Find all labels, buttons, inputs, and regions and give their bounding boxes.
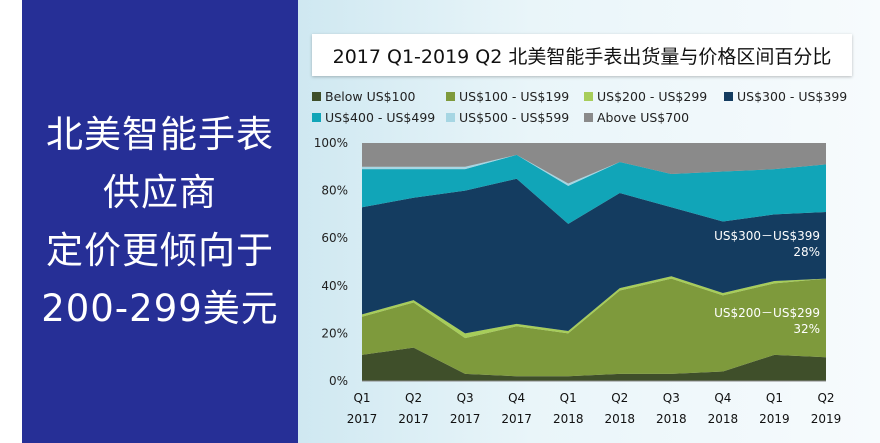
legend-row-1: Below US$100 US$100 - US$199 US$200 - US…: [312, 86, 872, 107]
x-tick-label-quarter: Q1: [560, 391, 577, 405]
legend-label: US$500 - US$599: [459, 110, 570, 125]
area-series-us-400-us-499: [362, 154, 826, 224]
headline-line-3: 定价更倾向于: [46, 228, 274, 272]
annotation-label: 28%: [793, 245, 820, 259]
legend-swatch: [446, 92, 455, 101]
area-series-us-300-us-399: [362, 178, 826, 334]
legend-item-above-700: Above US$700: [584, 110, 689, 125]
x-tick-label-quarter: Q2: [405, 391, 422, 405]
x-tick-label-year: 2017: [501, 412, 532, 426]
legend-item-500-599: US$500 - US$599: [446, 110, 584, 125]
x-tick-label-quarter: Q1: [353, 391, 370, 405]
x-tick-label-year: 2017: [450, 412, 481, 426]
x-tick-label-year: 2018: [553, 412, 584, 426]
chart-title: 2017 Q1-2019 Q2 北美智能手表出货量与价格区间百分比: [312, 34, 852, 76]
legend-label: Above US$700: [597, 110, 690, 125]
y-tick-label: 40%: [321, 279, 348, 293]
x-tick-label-year: 2017: [347, 412, 378, 426]
legend-swatch: [312, 92, 321, 101]
x-tick-label-quarter: Q4: [714, 391, 731, 405]
legend-item-300-399: US$300 - US$399: [724, 89, 847, 104]
x-tick-label-quarter: Q1: [766, 391, 783, 405]
legend-item-200-299: US$200 - US$299: [584, 89, 724, 104]
legend-swatch: [724, 92, 733, 101]
legend-swatch: [584, 92, 593, 101]
x-tick-label-quarter: Q2: [817, 391, 834, 405]
area-chart: 0% 20% 40% 60% 80% 100% Q1 2017 Q2 2017 Q3 2017 Q4 20…: [314, 136, 842, 426]
x-tick-label-year: 2017: [398, 412, 429, 426]
annotation-label: US$300－US$399: [714, 229, 820, 243]
y-tick-label: 80%: [321, 184, 348, 198]
legend-row-2: US$400 - US$499 US$500 - US$599 Above US…: [312, 107, 872, 128]
annotation-label: US$200－US$299: [714, 306, 820, 320]
x-tick-label-year: 2018: [656, 412, 687, 426]
area-series-us-200-us-299: [362, 276, 826, 339]
area-series-us-100-us-199: [362, 278, 826, 377]
legend-label: US$400 - US$499: [325, 110, 436, 125]
x-tick-label-quarter: Q4: [508, 391, 525, 405]
x-tick-label-year: 2018: [708, 412, 739, 426]
x-tick-label-quarter: Q3: [457, 391, 474, 405]
area-series-below-us-100: [362, 347, 826, 381]
x-tick-label-quarter: Q2: [611, 391, 628, 405]
x-tick-label-year: 2019: [759, 412, 790, 426]
legend-swatch: [312, 113, 321, 122]
legend-label: US$100 - US$199: [459, 89, 570, 104]
y-tick-label: 100%: [314, 136, 348, 150]
legend-item-400-499: US$400 - US$499: [312, 110, 446, 125]
legend-label: US$200 - US$299: [597, 89, 708, 104]
legend-label: US$300 - US$399: [737, 89, 848, 104]
headline-line-4: 200-299美元: [41, 286, 279, 330]
left-panel: 北美智能手表 供应商 定价更倾向于 200-299美元: [22, 0, 298, 443]
legend-label: Below US$100: [325, 89, 416, 104]
y-tick-label: 60%: [321, 231, 348, 245]
legend-item-below-100: Below US$100: [312, 89, 446, 104]
legend-swatch: [584, 113, 593, 122]
y-tick-label: 20%: [321, 326, 348, 340]
y-tick-label: 0%: [329, 374, 348, 388]
x-tick-label-year: 2018: [605, 412, 636, 426]
area-series-above-us-700: [362, 143, 826, 184]
headline-line-1: 北美智能手表: [46, 112, 274, 156]
chart-legend: Below US$100 US$100 - US$199 US$200 - US…: [312, 86, 872, 128]
x-tick-label-year: 2019: [811, 412, 842, 426]
annotation-label: 32%: [793, 322, 820, 336]
legend-item-100-199: US$100 - US$199: [446, 89, 584, 104]
x-tick-label-quarter: Q3: [663, 391, 680, 405]
headline-line-2: 供应商: [103, 170, 217, 214]
legend-swatch: [446, 113, 455, 122]
